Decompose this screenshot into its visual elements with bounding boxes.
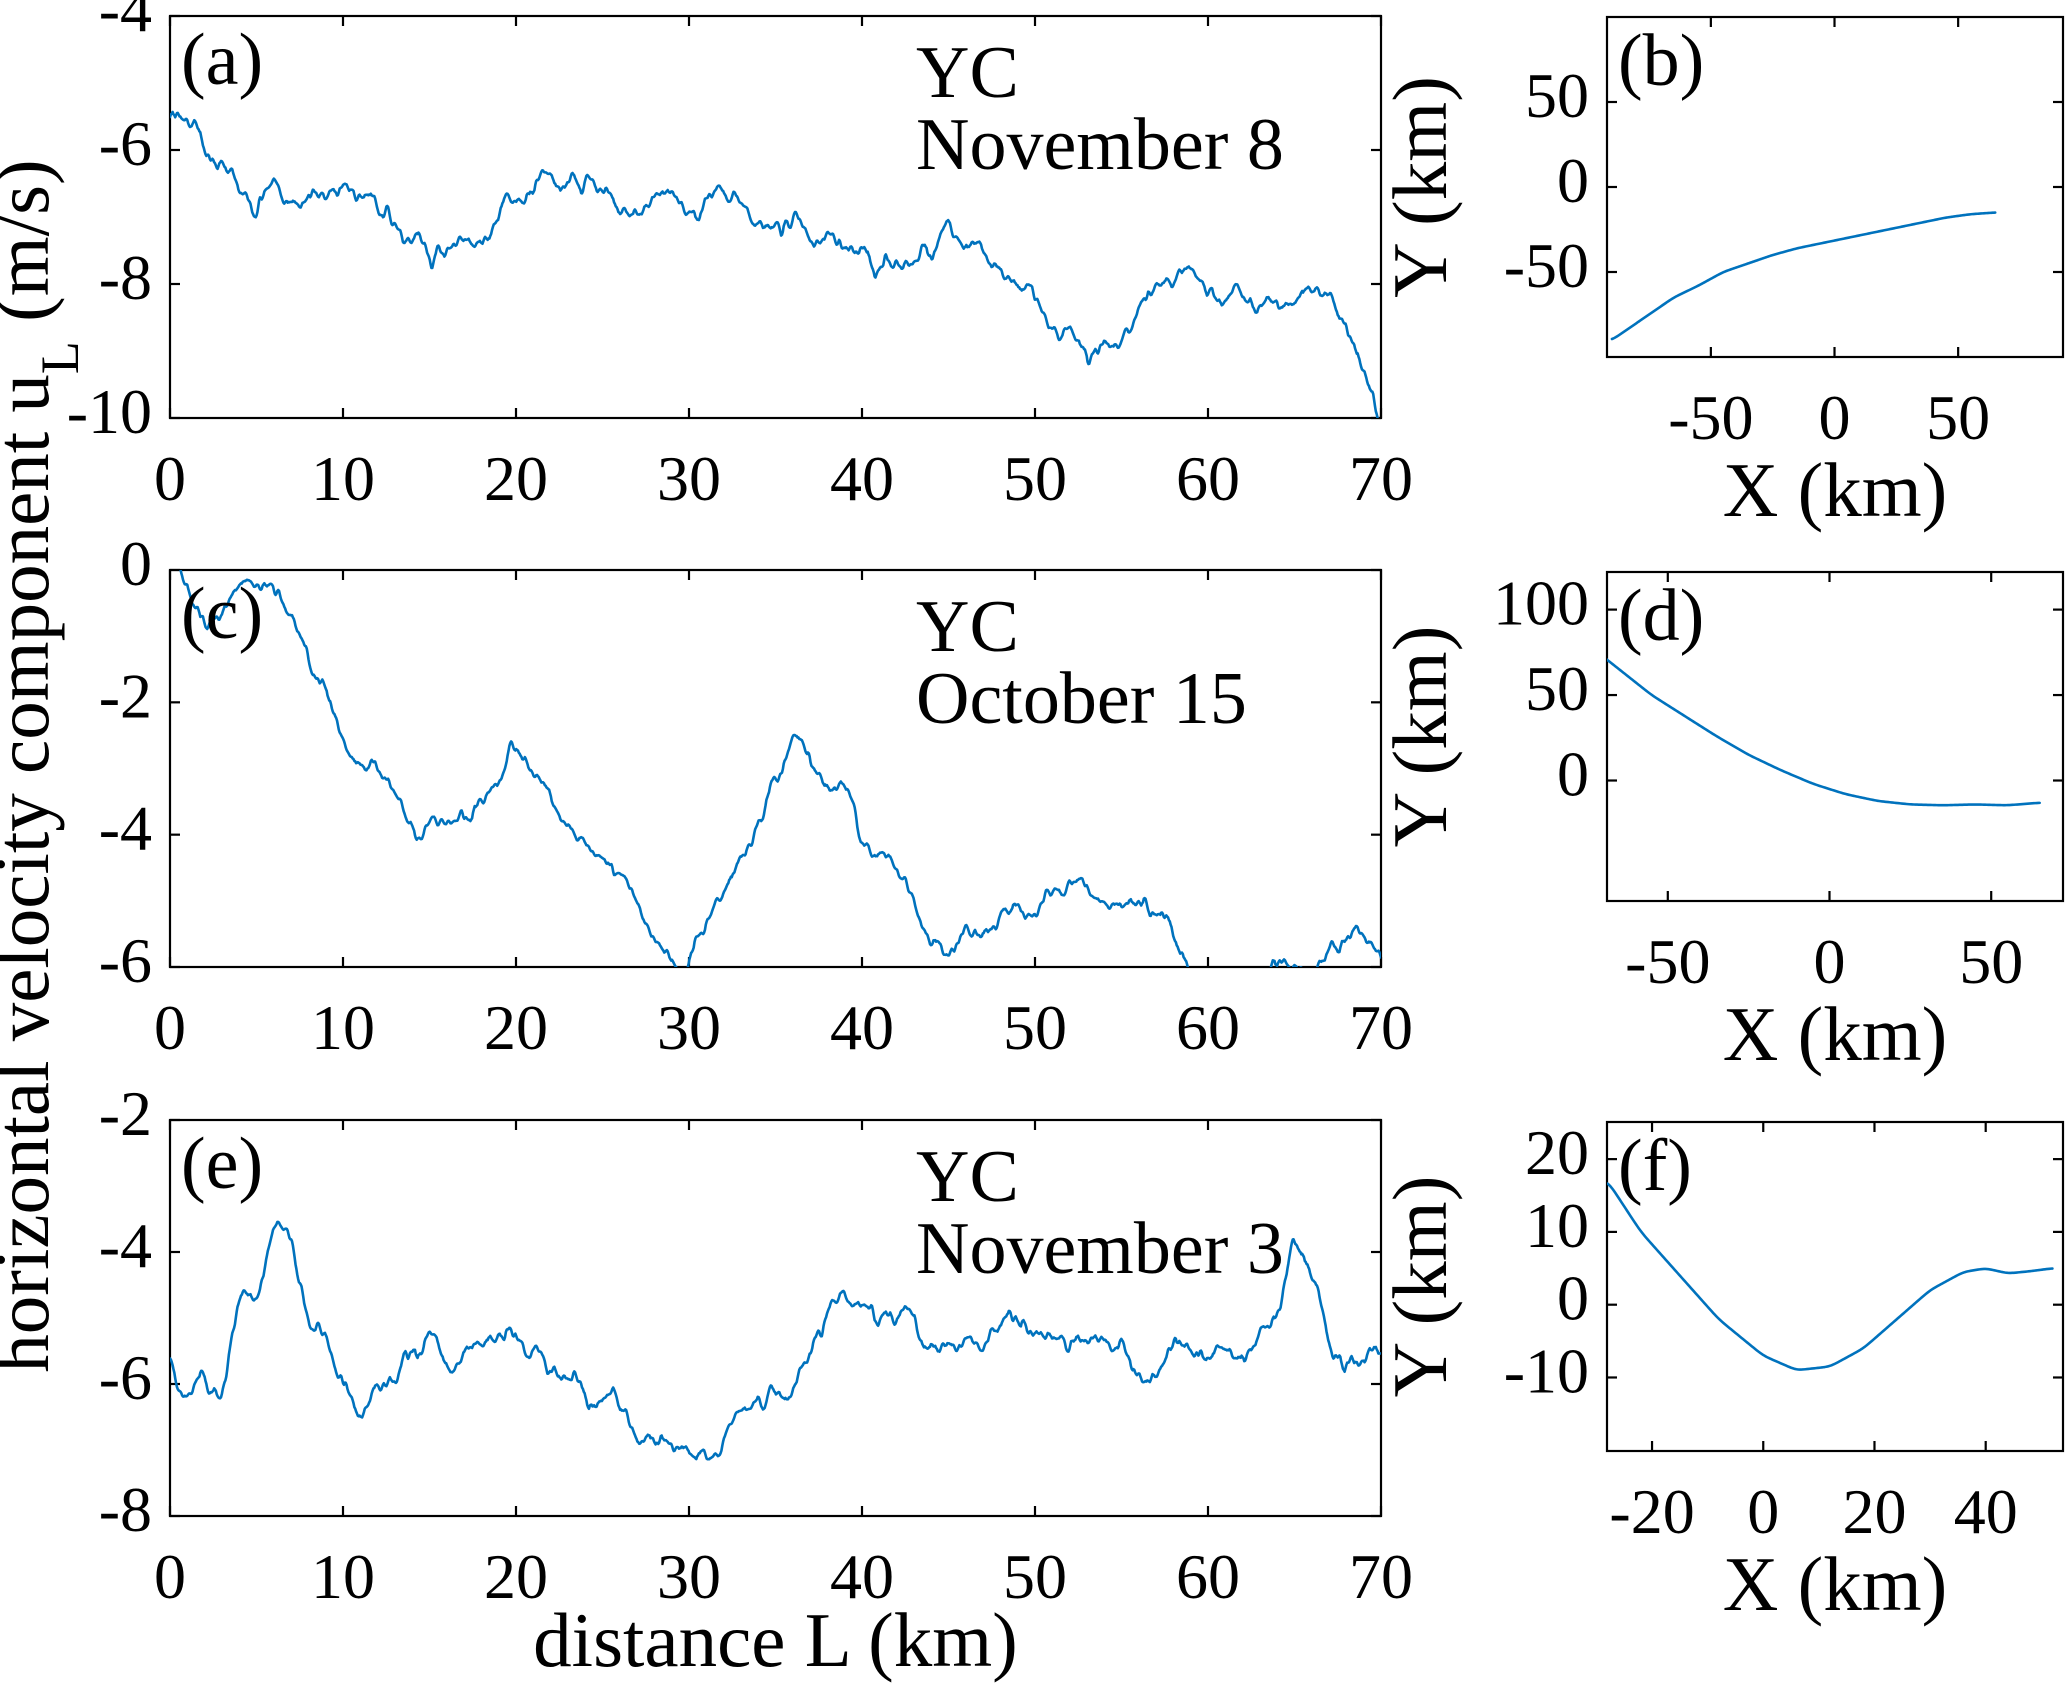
svg-text:X (km): X (km) <box>1723 991 1948 1077</box>
svg-text:-10: -10 <box>1504 1335 1589 1406</box>
svg-text:-50: -50 <box>1668 382 1753 453</box>
svg-text:70: 70 <box>1349 1541 1413 1612</box>
svg-text:(e): (e) <box>181 1123 263 1205</box>
svg-text:YC: YC <box>916 586 1019 668</box>
svg-text:70: 70 <box>1349 992 1413 1063</box>
svg-text:20: 20 <box>484 992 548 1063</box>
svg-text:-50: -50 <box>1625 926 1710 997</box>
svg-text:60: 60 <box>1176 1541 1240 1612</box>
svg-text:30: 30 <box>657 443 721 514</box>
svg-text:-50: -50 <box>1504 230 1589 301</box>
svg-text:60: 60 <box>1176 443 1240 514</box>
svg-text:-6: -6 <box>99 108 152 179</box>
svg-text:(a): (a) <box>181 19 263 101</box>
svg-text:October 15: October 15 <box>916 658 1247 740</box>
svg-text:Y (km): Y (km) <box>1377 76 1463 298</box>
svg-text:10: 10 <box>1525 1190 1589 1261</box>
svg-text:10: 10 <box>311 1541 375 1612</box>
svg-text:-4: -4 <box>99 793 152 864</box>
svg-text:-4: -4 <box>99 1210 152 1281</box>
svg-text:(d): (d) <box>1618 575 1704 657</box>
svg-text:50: 50 <box>1926 382 1990 453</box>
svg-text:20: 20 <box>484 443 548 514</box>
svg-text:-20: -20 <box>1609 1476 1694 1547</box>
svg-text:-4: -4 <box>99 0 152 45</box>
svg-text:0: 0 <box>1557 1263 1589 1334</box>
svg-text:0: 0 <box>154 1541 186 1612</box>
svg-text:50: 50 <box>1003 443 1067 514</box>
svg-text:(c): (c) <box>181 573 263 655</box>
svg-text:0: 0 <box>1747 1476 1779 1547</box>
svg-text:November 8: November 8 <box>916 104 1284 186</box>
svg-text:0: 0 <box>1557 739 1589 810</box>
svg-text:November 3: November 3 <box>916 1208 1284 1290</box>
svg-text:0: 0 <box>120 528 152 599</box>
svg-text:40: 40 <box>830 443 894 514</box>
svg-text:10: 10 <box>311 443 375 514</box>
svg-text:0: 0 <box>1819 382 1851 453</box>
svg-text:distance L (km): distance L (km) <box>533 1597 1018 1683</box>
svg-text:-6: -6 <box>99 1342 152 1413</box>
svg-text:-6: -6 <box>99 925 152 996</box>
svg-text:YC: YC <box>916 1136 1019 1218</box>
svg-text:0: 0 <box>154 992 186 1063</box>
svg-text:0: 0 <box>1557 145 1589 216</box>
svg-text:X (km): X (km) <box>1723 447 1948 533</box>
svg-text:100: 100 <box>1493 568 1589 639</box>
svg-text:50: 50 <box>1525 60 1589 131</box>
svg-text:-10: -10 <box>67 376 152 447</box>
svg-text:-2: -2 <box>99 660 152 731</box>
svg-text:40: 40 <box>830 992 894 1063</box>
svg-text:Y (km): Y (km) <box>1377 626 1463 848</box>
svg-text:YC: YC <box>916 32 1019 114</box>
svg-text:50: 50 <box>1959 926 2023 997</box>
svg-text:40: 40 <box>1954 1476 2018 1547</box>
svg-text:20: 20 <box>1525 1117 1589 1188</box>
svg-text:(f): (f) <box>1618 1125 1692 1207</box>
svg-text:-8: -8 <box>99 1474 152 1545</box>
svg-text:50: 50 <box>1003 992 1067 1063</box>
svg-text:30: 30 <box>657 992 721 1063</box>
svg-text:X (km): X (km) <box>1723 1541 1948 1627</box>
svg-text:10: 10 <box>311 992 375 1063</box>
svg-text:70: 70 <box>1349 443 1413 514</box>
svg-text:0: 0 <box>154 443 186 514</box>
svg-text:-2: -2 <box>99 1078 152 1149</box>
svg-text:60: 60 <box>1176 992 1240 1063</box>
svg-text:20: 20 <box>1842 1476 1906 1547</box>
svg-text:-8: -8 <box>99 242 152 313</box>
svg-text:50: 50 <box>1525 653 1589 724</box>
svg-text:0: 0 <box>1814 926 1846 997</box>
svg-text:(b): (b) <box>1618 20 1704 102</box>
svg-text:Y (km): Y (km) <box>1377 1176 1463 1398</box>
